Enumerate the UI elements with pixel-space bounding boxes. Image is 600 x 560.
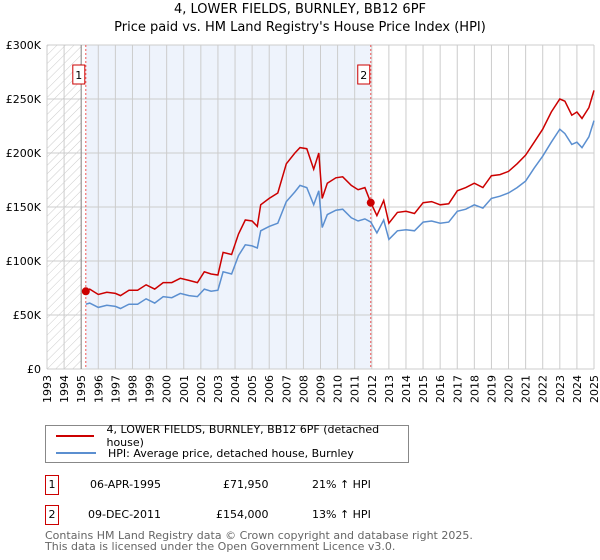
x-tick-label: 2016 bbox=[434, 375, 447, 403]
x-tick-label: 2006 bbox=[263, 375, 276, 403]
y-tick-label: £250K bbox=[6, 93, 42, 106]
legend-property: 4, LOWER FIELDS, BURNLEY, BB12 6PF (deta… bbox=[106, 423, 380, 449]
x-tick-label: 2024 bbox=[571, 375, 584, 403]
y-tick-label: £200K bbox=[6, 147, 42, 160]
y-tick-label: £300K bbox=[6, 39, 42, 52]
footer: Contains HM Land Registry data © Crown c… bbox=[45, 530, 473, 552]
x-tick-label: 2021 bbox=[520, 375, 533, 403]
x-tick-label: 1998 bbox=[126, 375, 139, 403]
x-tick-label: 1996 bbox=[92, 375, 105, 403]
legend-blue-line bbox=[56, 452, 96, 454]
x-tick-label: 2012 bbox=[366, 375, 379, 403]
x-tick-label: 2019 bbox=[485, 375, 498, 403]
x-tick-label: 2023 bbox=[554, 375, 567, 403]
x-tick-label: 2011 bbox=[349, 375, 362, 403]
sale-marker-box: 2 bbox=[45, 505, 59, 525]
x-tick-label: 2013 bbox=[383, 375, 396, 403]
x-tick-label: 2014 bbox=[400, 375, 413, 403]
chart-title: 4, LOWER FIELDS, BURNLEY, BB12 6PF bbox=[173, 2, 427, 17]
sale-row: 2 09-DEC-2011 £154,000 13% ↑ HPI bbox=[45, 505, 445, 525]
sale-row: 1 06-APR-1995 £71,950 21% ↑ HPI bbox=[45, 475, 445, 495]
x-tick-label: 2017 bbox=[451, 375, 464, 403]
x-tick-label: 2025 bbox=[588, 375, 600, 403]
sale-marker-box: 1 bbox=[45, 475, 59, 495]
x-tick-label: 1993 bbox=[41, 375, 54, 403]
sale-label-box bbox=[357, 64, 371, 85]
sale-date: 06-APR-1995 bbox=[90, 478, 162, 491]
series-line bbox=[85, 120, 595, 310]
sale-label-box bbox=[72, 64, 86, 85]
y-tick-label: £100K bbox=[6, 255, 42, 268]
x-tick-label: 2007 bbox=[280, 375, 293, 403]
x-tick-label: 2000 bbox=[161, 375, 174, 403]
x-tick-label: 2015 bbox=[417, 375, 430, 403]
y-tick-label: £150K bbox=[6, 201, 42, 214]
x-tick-label: 1997 bbox=[109, 375, 122, 403]
x-tick-label: 2003 bbox=[212, 375, 225, 403]
x-tick-label: 2020 bbox=[503, 375, 516, 403]
price-chart: 1993 1994 1995 1996 1997 1998 1999 2000 2001 2002… bbox=[6, 39, 600, 403]
sale-label: 1 bbox=[75, 69, 82, 82]
sale-price: £154,000 bbox=[216, 508, 269, 521]
legend-red-line bbox=[56, 435, 95, 437]
sale-point bbox=[366, 198, 375, 207]
y-tick-label: £0 bbox=[27, 363, 41, 376]
footer-line1: Contains HM Land Registry data © Crown c… bbox=[45, 529, 473, 542]
chart-subtitle: Price paid vs. HM Land Registry's House … bbox=[114, 20, 486, 35]
x-tick-label: 2002 bbox=[195, 375, 208, 403]
sale-label: 2 bbox=[360, 69, 367, 82]
y-tick-label: £50K bbox=[13, 309, 42, 322]
legend-hpi: HPI: Average price, detached house, Burn… bbox=[108, 446, 354, 460]
x-tick-label: 2005 bbox=[246, 375, 259, 403]
x-tick-label: 2010 bbox=[332, 375, 345, 403]
x-tick-label: 2018 bbox=[468, 375, 481, 403]
x-tick-label: 2022 bbox=[537, 375, 550, 403]
x-tick-label: 2009 bbox=[315, 375, 328, 403]
x-tick-label: 1999 bbox=[144, 375, 157, 403]
legend: 4, LOWER FIELDS, BURNLEY, BB12 6PF (deta… bbox=[45, 423, 409, 463]
x-tick-label: 2008 bbox=[297, 375, 310, 403]
series-line bbox=[85, 90, 595, 297]
sale-hpi: 21% ↑ HPI bbox=[312, 478, 371, 491]
sale-point bbox=[81, 287, 90, 296]
sale-date: 09-DEC-2011 bbox=[88, 508, 162, 521]
footer-line2: This data is licensed under the Open Gov… bbox=[45, 540, 396, 553]
x-tick-label: 2001 bbox=[178, 375, 191, 403]
sale-price: £71,950 bbox=[223, 478, 269, 491]
sale-hpi: 13% ↑ HPI bbox=[312, 508, 371, 521]
x-tick-label: 1994 bbox=[58, 375, 71, 403]
x-tick-label: 1995 bbox=[75, 375, 88, 403]
x-tick-label: 2004 bbox=[229, 375, 242, 403]
